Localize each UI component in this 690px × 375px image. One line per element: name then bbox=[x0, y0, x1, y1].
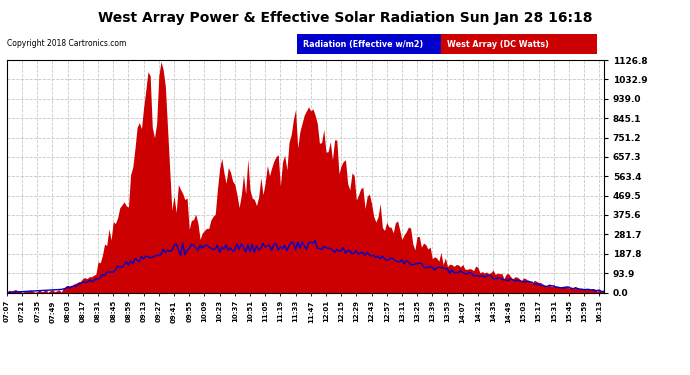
Bar bbox=[297, 34, 441, 54]
Text: Radiation (Effective w/m2): Radiation (Effective w/m2) bbox=[303, 40, 423, 49]
Text: Copyright 2018 Cartronics.com: Copyright 2018 Cartronics.com bbox=[7, 39, 126, 48]
Bar bbox=[441, 34, 597, 54]
Text: West Array (DC Watts): West Array (DC Watts) bbox=[447, 40, 549, 49]
Text: West Array Power & Effective Solar Radiation Sun Jan 28 16:18: West Array Power & Effective Solar Radia… bbox=[98, 11, 592, 25]
